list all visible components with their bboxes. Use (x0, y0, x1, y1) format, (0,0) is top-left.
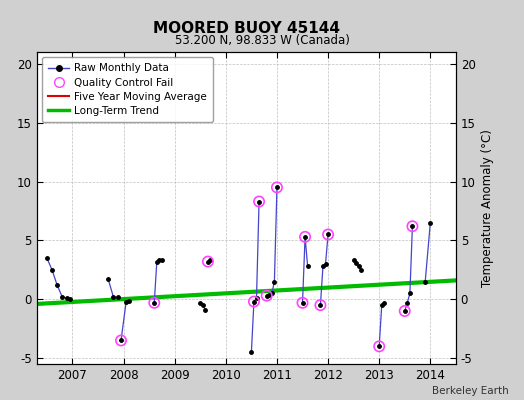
Raw Monthly Data (67, 297, 73, 302)
Quality Control Fail (316, 302, 324, 308)
Raw Monthly Data (64, 296, 71, 300)
Quality Control Fail (301, 234, 309, 240)
Quality Control Fail (375, 343, 384, 350)
Raw Monthly Data (44, 256, 50, 260)
Quality Control Fail (298, 300, 307, 306)
Legend: Raw Monthly Data, Quality Control Fail, Five Year Moving Average, Long-Term Tren: Raw Monthly Data, Quality Control Fail, … (42, 57, 213, 122)
Text: 53.200 N, 98.833 W (Canada): 53.200 N, 98.833 W (Canada) (174, 34, 350, 47)
Quality Control Fail (263, 292, 271, 299)
Title: MOORED BUOY 45144: MOORED BUOY 45144 (153, 20, 340, 36)
Quality Control Fail (324, 231, 332, 238)
Quality Control Fail (255, 198, 263, 205)
Text: Berkeley Earth: Berkeley Earth (432, 386, 508, 396)
Quality Control Fail (204, 258, 212, 265)
Quality Control Fail (400, 308, 409, 314)
Y-axis label: Temperature Anomaly (°C): Temperature Anomaly (°C) (481, 129, 494, 287)
Raw Monthly Data (54, 283, 60, 288)
Raw Monthly Data (49, 268, 55, 272)
Quality Control Fail (408, 223, 417, 230)
Line: Raw Monthly Data: Raw Monthly Data (47, 258, 70, 299)
Quality Control Fail (273, 184, 281, 190)
Quality Control Fail (250, 298, 258, 305)
Quality Control Fail (117, 337, 125, 344)
Raw Monthly Data (59, 294, 66, 299)
Quality Control Fail (150, 300, 158, 306)
